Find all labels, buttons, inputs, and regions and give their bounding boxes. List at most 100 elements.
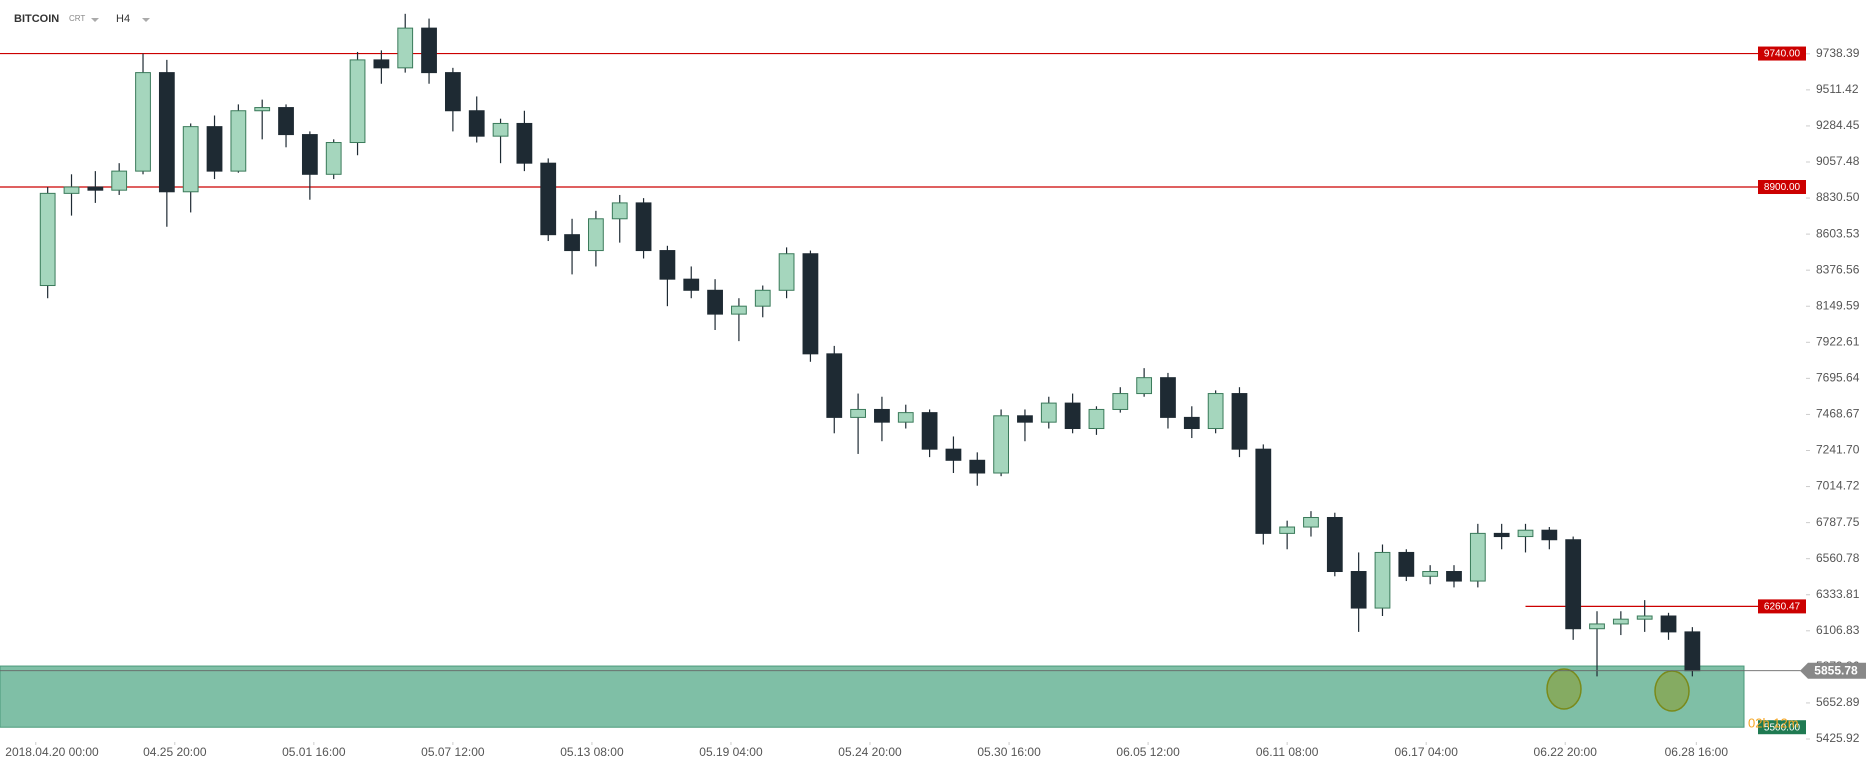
- candle-body: [325, 142, 342, 175]
- candle-body: [1422, 571, 1439, 577]
- dropdown-arrow[interactable]: [91, 18, 99, 22]
- candle-body: [1684, 631, 1701, 672]
- support-zone: [0, 665, 1745, 728]
- level-label-box: [1758, 180, 1806, 195]
- candle-body: [1064, 402, 1081, 430]
- instrument-type[interactable]: CRT: [69, 14, 85, 23]
- candle-body: [397, 27, 414, 69]
- candle-body: [611, 202, 628, 220]
- candle-body: [278, 107, 294, 136]
- x-tick-label: 05.30 16:00: [977, 745, 1041, 759]
- x-tick-label: 06.22 20:00: [1534, 745, 1598, 759]
- candle-body: [206, 126, 223, 172]
- candle-body: [492, 122, 509, 137]
- current-price-box: [1800, 662, 1866, 679]
- current-price-label: 5855.78: [1814, 663, 1858, 677]
- candle-body: [373, 59, 390, 69]
- candle-body: [897, 412, 914, 423]
- y-tick-label: 7241.70: [1816, 443, 1860, 457]
- x-tick-label: 06.28 16:00: [1665, 745, 1729, 759]
- candle-body: [993, 415, 1010, 474]
- candle-body: [850, 408, 866, 418]
- y-tick-label: 9057.48: [1816, 154, 1860, 168]
- y-tick-label: 6333.81: [1816, 587, 1860, 601]
- x-tick-label: 06.05 12:00: [1116, 745, 1180, 759]
- y-tick-label: 8376.56: [1816, 262, 1860, 276]
- candle-body: [444, 72, 461, 112]
- candle-body: [1017, 415, 1033, 423]
- y-tick-label: 9738.39: [1816, 46, 1860, 60]
- candle-body: [921, 412, 938, 450]
- candle-body: [63, 186, 80, 194]
- candle-body: [731, 305, 747, 315]
- candle-body: [683, 278, 700, 291]
- candle-body: [1565, 539, 1582, 630]
- candle-body: [1160, 377, 1176, 418]
- candle-body: [87, 186, 104, 191]
- candle-body: [635, 202, 652, 252]
- candle-body: [564, 234, 580, 252]
- candle-body: [1660, 615, 1677, 633]
- y-tick-label: 7014.72: [1816, 479, 1860, 493]
- y-tick-label: 5425.92: [1816, 731, 1860, 745]
- candle-body: [158, 72, 175, 193]
- candle-body: [182, 126, 199, 193]
- x-tick-label: 06.11 08:00: [1256, 745, 1319, 759]
- zone-label: 5500.00: [1764, 722, 1801, 733]
- y-tick-label: 7695.64: [1816, 371, 1860, 385]
- candle-body: [1183, 416, 1200, 430]
- x-tick-label: 04.25 20:00: [143, 745, 207, 759]
- zone-label-box: [1758, 720, 1806, 735]
- instrument-title: BITCOIN: [14, 13, 59, 25]
- candle-body: [516, 122, 533, 164]
- y-tick-label: 8149.59: [1816, 298, 1860, 312]
- candle-body: [349, 59, 366, 144]
- y-tick-label: 5652.89: [1816, 695, 1860, 709]
- candle-body: [1231, 393, 1248, 450]
- highlight-circle: [1654, 670, 1690, 712]
- countdown: 02h 12m: [1748, 715, 1799, 730]
- candle-body: [659, 250, 676, 280]
- highlight-circle: [1546, 668, 1582, 710]
- x-tick-label: 05.24 20:00: [838, 745, 902, 759]
- level-label-box: [1758, 46, 1806, 61]
- dropdown-arrow[interactable]: [142, 18, 150, 22]
- level-label: 9740.00: [1764, 49, 1801, 60]
- x-tick-label: 06.17 04:00: [1394, 745, 1458, 759]
- candle-body: [1636, 615, 1653, 620]
- y-tick-label: 6560.78: [1816, 551, 1860, 565]
- level-label: 6260.47: [1764, 602, 1801, 613]
- candle-body: [540, 162, 557, 236]
- candle-body: [969, 459, 986, 474]
- candle-body: [1517, 529, 1534, 538]
- y-tick-label: 6787.75: [1816, 515, 1860, 529]
- y-tick-label: 9284.45: [1816, 118, 1860, 132]
- candle-body: [1255, 448, 1272, 534]
- candle-body: [1207, 393, 1224, 430]
- candle-body: [802, 253, 819, 355]
- candle-body: [301, 134, 318, 175]
- y-tick-label: 8603.53: [1816, 226, 1860, 240]
- candle-body: [1612, 618, 1629, 625]
- timeframe[interactable]: H4: [116, 13, 130, 25]
- candle-body: [421, 27, 437, 74]
- candle-body: [874, 408, 890, 423]
- x-tick-label: 05.01 16:00: [282, 745, 346, 759]
- candle-body: [754, 289, 771, 307]
- candle-body: [1040, 402, 1057, 423]
- y-tick-label: 7468.67: [1816, 407, 1860, 421]
- y-tick-label: 8830.50: [1816, 190, 1860, 204]
- candle-body: [945, 448, 962, 461]
- x-tick-label: 05.19 04:00: [699, 745, 763, 759]
- candle-body: [1469, 532, 1486, 582]
- candle-body: [1493, 532, 1510, 538]
- candle-body: [826, 353, 843, 418]
- candle-body: [1374, 551, 1391, 609]
- y-tick-label: 9511.42: [1816, 82, 1859, 96]
- candle-body: [1136, 377, 1153, 395]
- candle-body: [1112, 393, 1129, 410]
- x-tick-label: 05.07 12:00: [421, 745, 485, 759]
- candle-body: [1326, 516, 1343, 573]
- y-tick-label: 7922.61: [1816, 334, 1860, 348]
